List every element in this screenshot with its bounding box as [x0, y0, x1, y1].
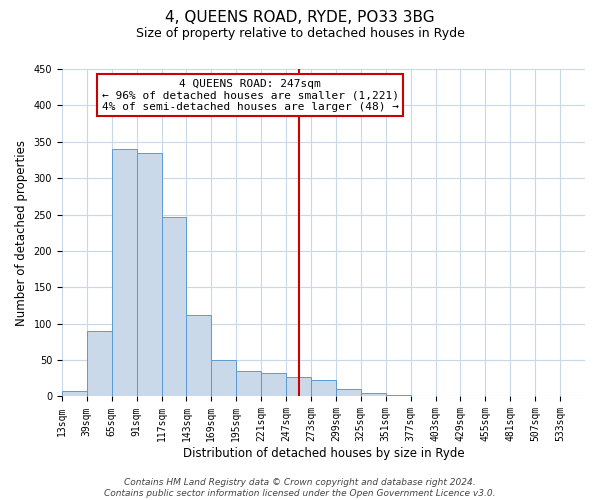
Bar [62, 392, 87, 396]
Bar [87, 331, 112, 396]
Bar [187, 315, 211, 396]
Bar [311, 380, 336, 396]
Bar [386, 395, 410, 396]
X-axis label: Distribution of detached houses by size in Ryde: Distribution of detached houses by size … [182, 447, 464, 460]
Bar [137, 152, 161, 396]
Bar [361, 393, 386, 396]
Y-axis label: Number of detached properties: Number of detached properties [15, 140, 28, 326]
Bar [112, 149, 137, 396]
Bar [236, 371, 261, 396]
Bar [211, 360, 236, 397]
Bar [261, 373, 286, 396]
Text: Size of property relative to detached houses in Ryde: Size of property relative to detached ho… [136, 28, 464, 40]
Text: 4, QUEENS ROAD, RYDE, PO33 3BG: 4, QUEENS ROAD, RYDE, PO33 3BG [165, 10, 435, 25]
Bar [161, 216, 187, 396]
Bar [286, 377, 311, 396]
Bar [336, 389, 361, 396]
Text: 4 QUEENS ROAD: 247sqm
← 96% of detached houses are smaller (1,221)
4% of semi-de: 4 QUEENS ROAD: 247sqm ← 96% of detached … [102, 79, 399, 112]
Text: Contains HM Land Registry data © Crown copyright and database right 2024.
Contai: Contains HM Land Registry data © Crown c… [104, 478, 496, 498]
